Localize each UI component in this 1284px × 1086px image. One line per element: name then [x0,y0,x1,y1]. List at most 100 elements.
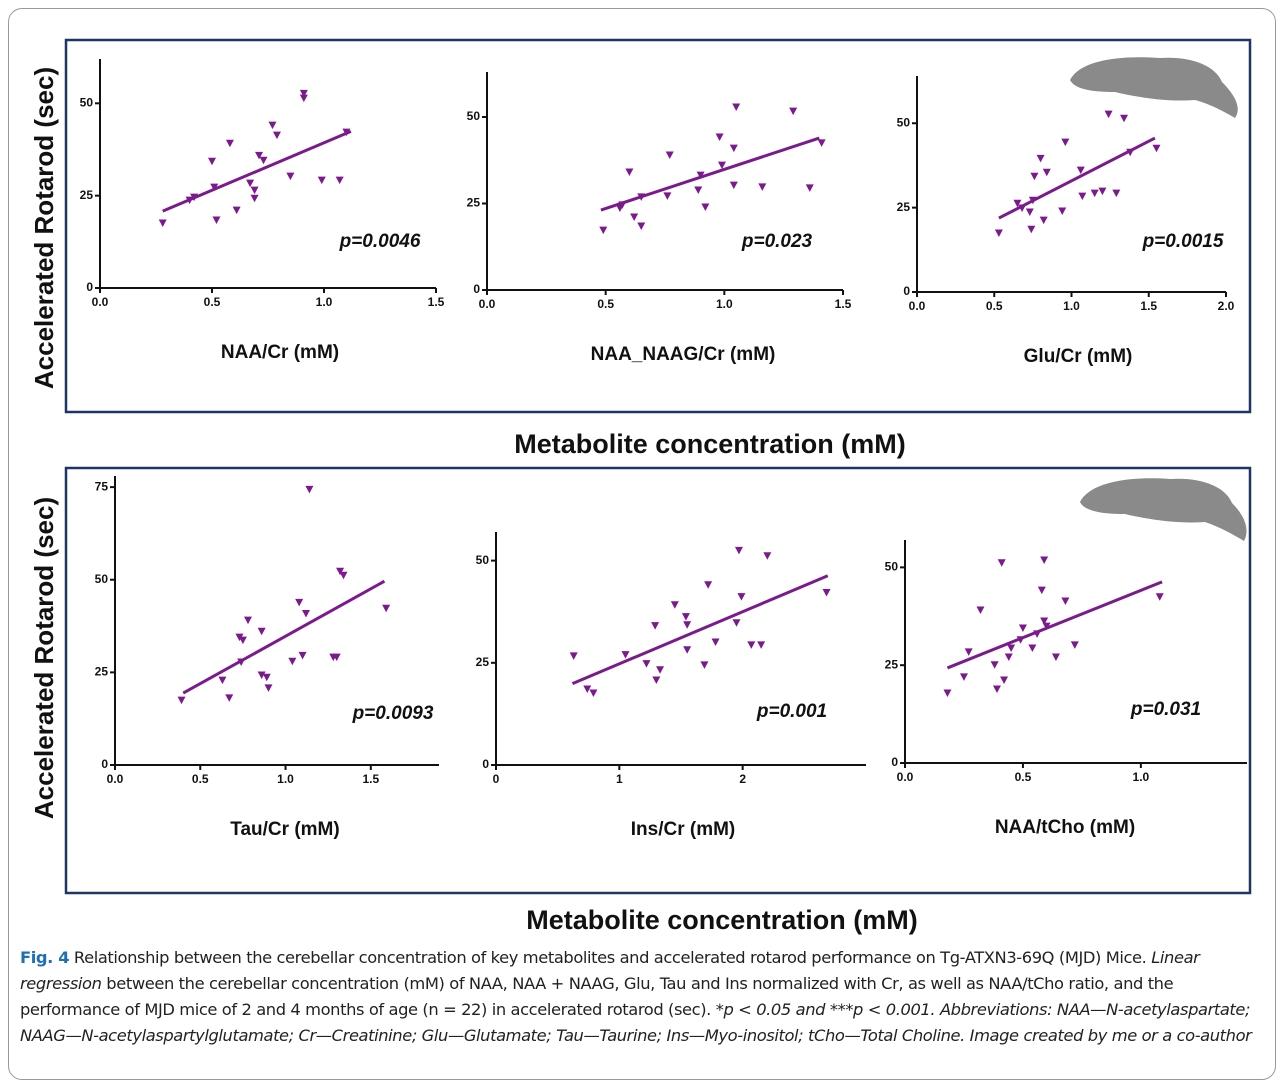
data-point [259,156,268,165]
data-point [177,696,186,705]
data-point [1037,586,1046,595]
data-point [976,606,985,615]
y-tick-label: 50 [95,572,109,586]
p-value: p=0.0015 [1142,231,1224,252]
data-point [299,94,308,103]
x-tick-label: 0 [493,772,500,786]
data-point [1098,187,1107,196]
data-point [630,213,639,221]
x-tick-label: 1.5 [835,297,852,311]
x-tick-label: 0.5 [986,299,1003,313]
x-tick-label: 1 [616,772,623,786]
data-point [663,192,672,200]
data-point [700,661,709,669]
data-point [1028,196,1037,205]
data-point [1112,189,1121,198]
y-tick-label: 0 [86,280,93,294]
data-point [1120,114,1129,123]
data-point [757,641,766,649]
x-axis-title: Ins/Cr (mM) [631,819,736,840]
y-axis-label: Accelerated Rotarod (sec) [29,67,59,389]
figure: Accelerated Rotarod (sec) Accelerated Ro… [29,38,1252,935]
data-point [1040,556,1049,564]
x-tick-label: 2 [739,772,746,786]
figure-frame [8,8,1276,1080]
x-tick-label: 2.0 [1218,299,1235,313]
y-tick-label: 50 [476,553,490,567]
data-point [589,689,598,698]
caption-text: *p < 0.05 and ***p < 0.001. Abbreviation… [20,1000,1252,1045]
y-tick-label: 25 [476,655,490,669]
data-point [747,641,756,649]
data-point [1090,189,1099,198]
panel-box [64,38,1252,414]
y-tick-label: 75 [95,479,109,493]
x-axis-label: Metabolite concentration (mM) [514,429,906,459]
data-point [1070,641,1079,649]
data-point [317,176,326,185]
y-tick-label: 50 [885,560,899,574]
data-point [1155,593,1164,601]
data-point [295,598,304,607]
data-point [637,222,646,230]
data-point [1007,644,1016,652]
x-axis-title: NAA_NAAG/Cr (mM) [591,344,776,365]
data-point [992,685,1001,694]
data-point [246,179,255,188]
data-point [637,193,646,201]
data-point [1027,225,1036,234]
data-point [1126,148,1135,157]
data-point [717,161,726,170]
data-point [704,581,713,589]
data-point [1025,208,1034,217]
data-point [1036,154,1045,163]
brain-icon [1080,478,1247,541]
x-tick-label: 0.5 [204,295,221,309]
data-point [997,559,1006,567]
x-tick-label: 1.5 [1140,299,1157,313]
y-tick-label: 25 [885,657,899,671]
y-tick-label: 25 [897,200,911,214]
data-point [621,651,630,659]
regression-line [946,580,1163,670]
data-point [210,183,219,192]
data-point [694,186,703,194]
caption-text: Linear regression [20,948,1200,993]
x-axis-title: Tau/Cr (mM) [230,819,339,840]
data-point [208,157,216,166]
data-point [212,216,221,225]
data-point [335,176,344,185]
data-point [1051,653,1060,661]
data-point [238,636,247,645]
y-tick-label: 50 [80,95,94,109]
data-point [342,128,351,137]
y-tick-label: 0 [482,757,489,771]
data-point [1018,204,1027,212]
data-point [1030,172,1039,181]
data-point [257,671,266,679]
data-point [1061,138,1070,147]
caption-text: between the cerebellar concentration (mM… [20,974,1174,1019]
data-point [943,689,952,697]
data-point [994,229,1003,237]
data-point [232,206,241,215]
regression-line [182,579,386,695]
data-point [286,172,295,181]
data-point [737,593,746,601]
data-point [732,103,741,111]
x-axis-title: NAA/Cr (mM) [221,342,339,363]
data-point [1039,216,1048,225]
data-point [599,226,608,235]
data-point [711,638,720,646]
data-point [244,616,253,625]
data-point [305,485,314,494]
data-point [1033,630,1042,638]
caption-text: Fig. 4 [20,948,70,967]
panel-box [64,466,1252,895]
data-point [225,139,234,148]
data-point [990,661,999,669]
y-tick-label: 25 [80,188,94,202]
y-tick-label: 0 [101,757,108,771]
x-tick-label: 0.0 [897,770,914,784]
x-tick-label: 0.5 [192,772,209,786]
